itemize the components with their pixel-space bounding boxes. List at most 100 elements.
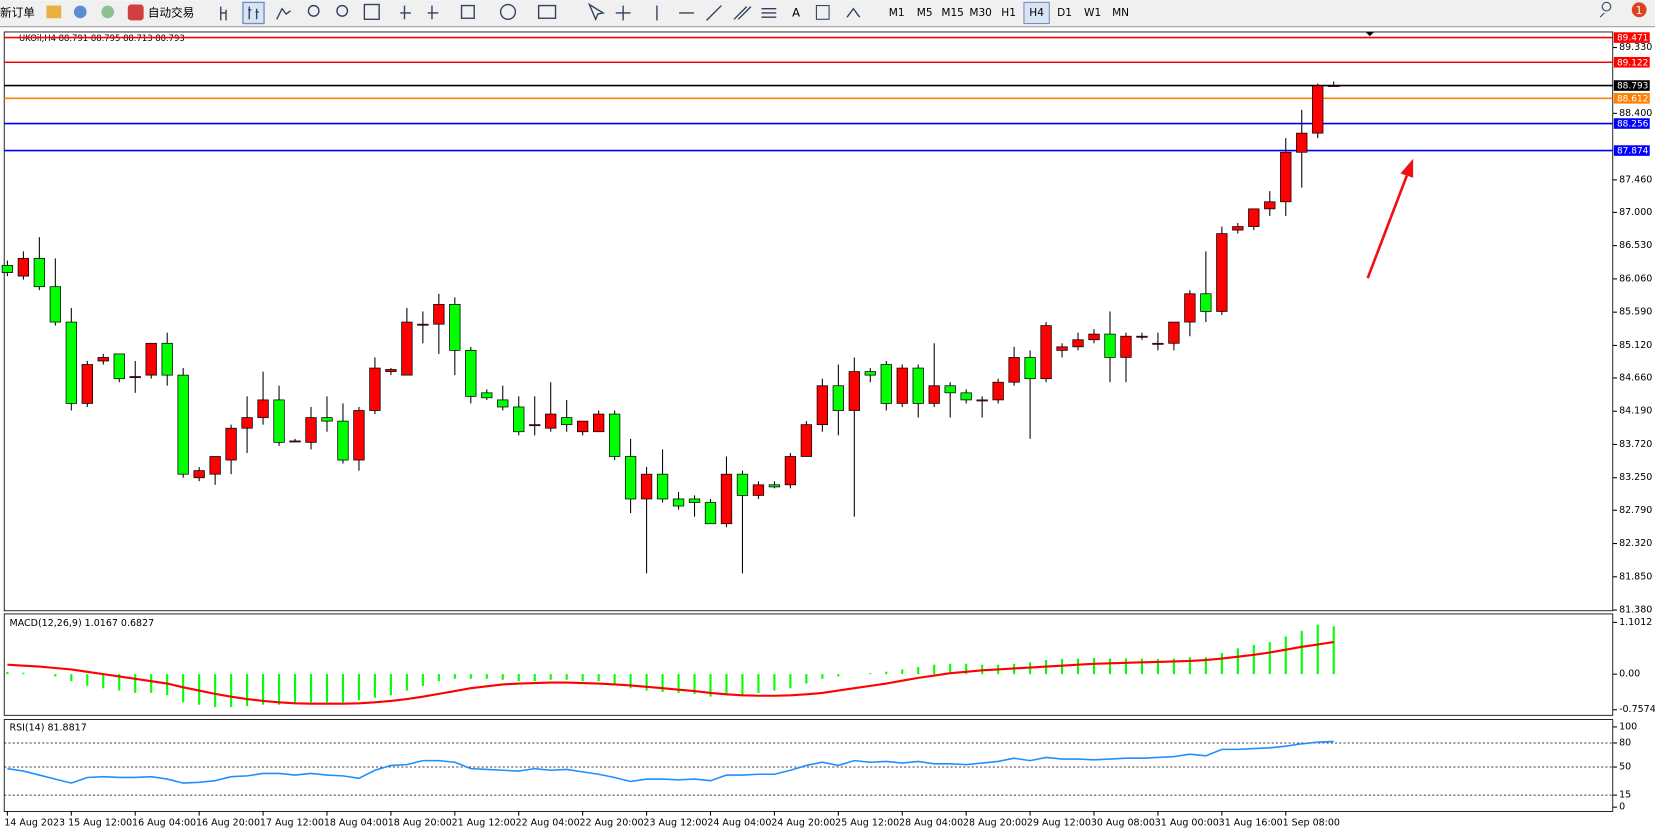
x-tick-label: 28 Aug 04:00 [899,818,963,829]
y-tick-label: 87.460 [1619,174,1652,185]
tile[interactable] [363,3,380,20]
notification-badge[interactable] [1631,2,1647,18]
candle-body [928,385,940,404]
macd-title: MACD(12,26,9) 1.0167 0.6827 [10,618,155,629]
candle-button[interactable] [242,1,265,25]
candle-body [1232,226,1244,231]
x-tick-label: 31 Aug 16:00 [1219,818,1283,829]
x-tick-label: 18 Aug 20:00 [388,818,452,829]
macd-signal [7,640,1334,705]
auto-trading-button[interactable]: 自动交易 [148,5,194,19]
x-tick-label: 28 Aug 20:00 [963,818,1027,829]
candle-body [1168,321,1180,344]
candle-body [720,473,733,525]
price-level-label: 89.471 [1617,34,1648,44]
autoscroll[interactable] [400,5,411,20]
fibo[interactable] [761,8,777,18]
candle-body [704,502,717,525]
new-order-button[interactable]: 新订单 [0,5,35,19]
candle-body [17,258,30,277]
candle-body [241,417,253,429]
main-panel [3,31,1614,612]
price-level-label: 88.612 [1617,94,1648,104]
bar-chart-icon[interactable] [220,6,227,21]
candle-body [129,376,141,378]
candle-body [225,427,237,461]
cursor[interactable] [587,2,605,22]
candle-body [465,350,477,397]
notification-count: 1 [1636,5,1643,17]
crosshair[interactable] [615,5,631,21]
timeframe-button[interactable]: M1 [889,7,905,19]
y-tick-label: 89.330 [1619,42,1652,53]
channel[interactable] [733,6,752,20]
candle-body [1040,325,1052,380]
candle-body [49,286,61,323]
candle-body [624,456,637,500]
y-tick-label: 50 [1619,762,1631,773]
shapes[interactable] [846,7,861,18]
indicators[interactable] [460,4,475,19]
candle-body [161,342,173,376]
text-tool[interactable]: A [792,5,800,19]
candle-body [800,424,813,457]
candle-body [257,399,269,418]
candle-body [1264,201,1276,210]
x-tick-label: 16 Aug 20:00 [196,818,260,829]
candle-body [97,357,109,362]
zoom-in[interactable] [307,4,320,17]
timeframe-button[interactable]: D1 [1057,7,1072,19]
candle-body [848,371,860,411]
timeframe-button[interactable]: M30 [969,7,992,19]
periods[interactable] [499,3,517,20]
candle-body [1312,85,1324,134]
timeframe-button[interactable]: W1 [1084,7,1101,19]
candle-body [145,342,157,376]
zoom-out[interactable] [336,4,349,17]
x-tick-label: 22 Aug 20:00 [579,818,643,829]
y-tick-label: 86.060 [1619,273,1652,284]
trendline[interactable] [706,5,722,21]
icon[interactable] [73,5,87,19]
candle-body [577,420,589,433]
candle-body [321,417,333,422]
templates[interactable] [537,4,557,19]
price-level-label: 89.122 [1617,58,1648,68]
y-tick-label: 85.120 [1619,340,1652,351]
x-tick-label: 1 Sep 08:00 [1283,818,1340,829]
rsi-line [7,740,1334,784]
auto-trading-icon[interactable] [127,4,144,21]
timeframe-button[interactable]: H4 [1029,7,1044,19]
timeframe-button[interactable]: MN [1112,7,1129,19]
line-icon[interactable] [276,7,291,20]
timeframe-active [1023,1,1050,25]
shift-marker [1365,31,1375,37]
candle-body [736,473,749,496]
candle-body [672,498,685,507]
candle-body [513,406,525,433]
candle-body [401,321,413,376]
x-tick-label: 15 Aug 12:00 [68,818,132,829]
candle-body [209,456,221,475]
icon[interactable] [46,5,62,19]
y-tick-label: 82.790 [1619,505,1652,516]
candle-body [1120,335,1132,358]
timeframe-button[interactable]: H1 [1001,7,1016,19]
y-tick-label: 86.530 [1619,240,1652,251]
candle-body [1296,132,1308,153]
timeframe-button[interactable]: M15 [941,7,964,19]
candle-body [481,392,493,399]
candle-icon[interactable] [248,6,259,20]
shift[interactable] [427,5,439,20]
search[interactable] [1599,1,1612,18]
y-tick-label: 87.000 [1619,207,1652,218]
x-tick-label: 23 Aug 12:00 [643,818,707,829]
icon[interactable] [101,5,115,19]
candle-body [417,323,429,326]
label-tool[interactable] [815,5,830,20]
y-tick-label: 81.850 [1619,571,1652,582]
y-tick-label: 83.250 [1619,472,1652,483]
price-level-label: 87.874 [1617,147,1649,157]
x-tick-label: 16 Aug 04:00 [132,818,196,829]
timeframe-button[interactable]: M5 [917,7,933,19]
